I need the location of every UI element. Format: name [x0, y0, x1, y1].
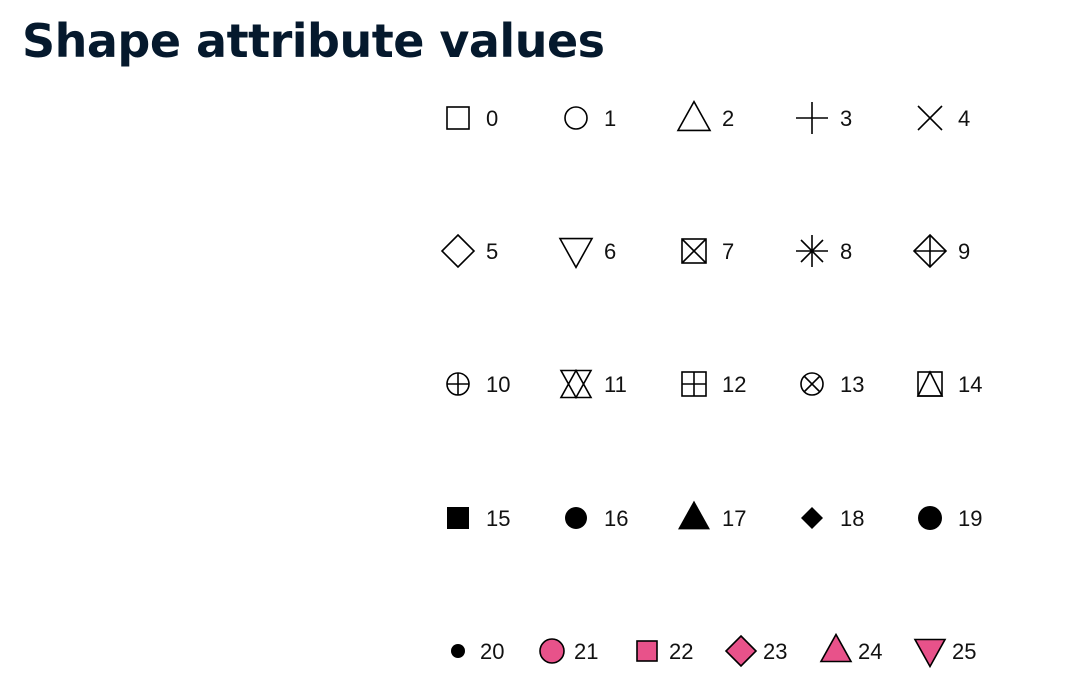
shape-code-label: 15	[486, 506, 510, 531]
shape-code-label: 17	[722, 506, 746, 531]
shape-code-label: 25	[952, 639, 976, 664]
shape-code-label: 11	[604, 372, 627, 397]
asterisk-icon	[796, 235, 828, 267]
shape-code-label: 9	[958, 239, 970, 264]
star-of-david-icon	[559, 368, 593, 400]
shape-code-label: 20	[480, 639, 504, 664]
shape-item-6: 6	[558, 237, 616, 270]
shape-code-label: 7	[722, 239, 734, 264]
shape-code-label: 18	[840, 506, 864, 531]
open-circle-icon	[564, 106, 588, 130]
shape-code-label: 12	[722, 372, 746, 397]
shape-code-label: 22	[669, 639, 693, 664]
shape-item-14: 14	[916, 370, 982, 397]
fill-triangle-icon	[819, 632, 853, 663]
shape-code-label: 21	[574, 639, 598, 664]
filled-circle-large-icon	[918, 506, 942, 530]
cross-icon	[917, 105, 943, 131]
shape-code-label: 19	[958, 506, 982, 531]
filled-diamond-icon	[801, 507, 823, 529]
shape-item-8: 8	[796, 235, 852, 267]
shape-code-label: 3	[840, 106, 852, 131]
open-triangle-down-icon	[558, 237, 594, 270]
shape-item-11: 11	[559, 368, 627, 400]
shape-item-23: 23	[724, 634, 787, 668]
shape-item-7: 7	[681, 238, 734, 264]
shape-item-25: 25	[913, 638, 976, 669]
shape-item-9: 9	[912, 233, 970, 269]
fill-circle-icon	[539, 638, 565, 664]
shape-item-10: 10	[446, 372, 510, 397]
shape-item-2: 2	[676, 99, 734, 132]
shape-item-5: 5	[440, 233, 498, 269]
open-triangle-icon	[676, 99, 712, 132]
filled-triangle-icon	[678, 500, 710, 530]
plus-icon	[796, 102, 828, 134]
open-diamond-icon	[440, 233, 476, 269]
shape-item-4: 4	[917, 105, 970, 131]
shape-code-label: 5	[486, 239, 498, 264]
shape-code-label: 6	[604, 239, 616, 264]
shape-code-label: 0	[486, 106, 498, 131]
shape-item-21: 21	[539, 638, 598, 664]
filled-circle-icon	[565, 507, 587, 529]
square-triangle-icon	[916, 370, 944, 397]
shape-item-3: 3	[796, 102, 852, 134]
filled-square-icon	[447, 507, 469, 529]
shape-code-label: 23	[763, 639, 787, 664]
shape-item-13: 13	[800, 372, 864, 397]
shape-code-label: 16	[604, 506, 628, 531]
shape-item-15: 15	[447, 506, 510, 531]
diamond-plus-icon	[912, 233, 948, 269]
shape-code-label: 13	[840, 372, 864, 397]
shape-item-19: 19	[918, 506, 982, 531]
shape-code-label: 10	[486, 372, 510, 397]
shape-code-label: 4	[958, 106, 970, 131]
shape-item-0: 0	[446, 106, 498, 131]
shape-code-label: 24	[858, 639, 882, 664]
square-plus-icon	[681, 371, 707, 397]
circle-plus-icon	[446, 372, 470, 396]
fill-diamond-icon	[724, 634, 758, 668]
shape-item-16: 16	[565, 506, 628, 531]
shape-code-label: 2	[722, 106, 734, 131]
fill-square-icon	[636, 640, 658, 662]
shape-item-18: 18	[801, 506, 864, 531]
shape-item-17: 17	[678, 500, 746, 531]
square-cross-icon	[681, 238, 707, 264]
shape-item-24: 24	[819, 632, 882, 664]
circle-cross-icon	[800, 372, 824, 396]
page-title: Shape attribute values	[22, 14, 605, 68]
shape-code-label: 14	[958, 372, 982, 397]
shape-code-label: 8	[840, 239, 852, 264]
shape-item-12: 12	[681, 371, 746, 397]
shape-code-label: 1	[604, 106, 616, 131]
small-dot-icon	[451, 644, 465, 658]
shape-item-20: 20	[451, 639, 504, 664]
shape-item-22: 22	[636, 639, 693, 664]
open-square-icon	[446, 106, 470, 130]
shape-item-1: 1	[564, 106, 616, 131]
fill-triangle-down-icon	[913, 638, 947, 669]
